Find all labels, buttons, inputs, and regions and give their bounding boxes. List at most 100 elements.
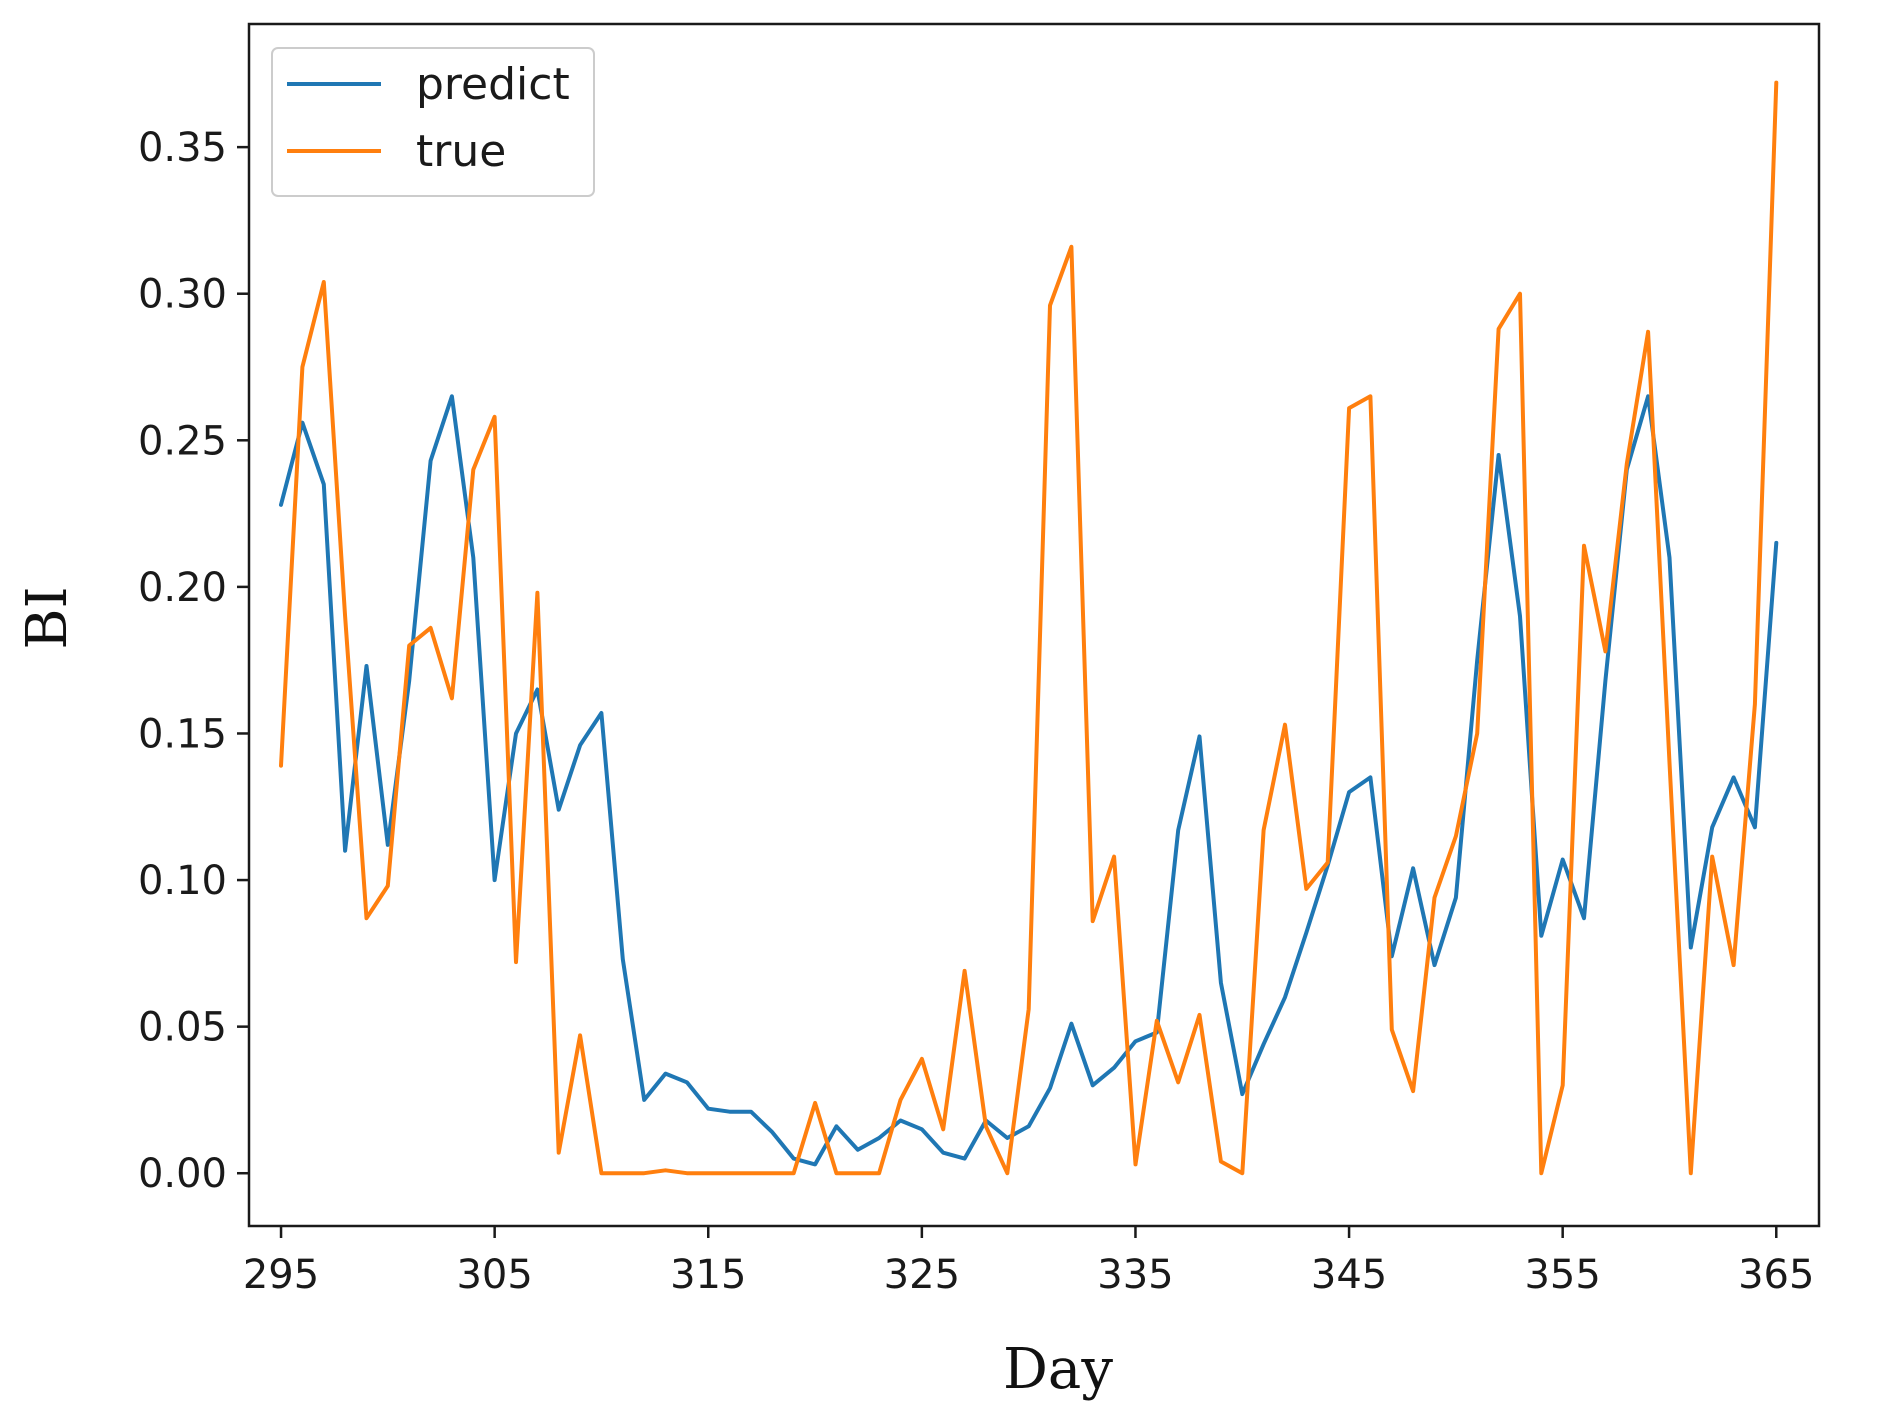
y-tick-label: 0.10 — [138, 858, 227, 904]
y-tick-label: 0.25 — [138, 418, 227, 464]
data-point-true — [1454, 834, 1458, 838]
data-point-predict — [1368, 775, 1372, 779]
data-point-true — [1155, 1019, 1159, 1023]
data-point-true — [1283, 723, 1287, 727]
data-point-predict — [322, 482, 326, 486]
data-point-predict — [386, 843, 390, 847]
data-point-true — [813, 1101, 817, 1105]
data-point-predict — [1112, 1066, 1116, 1070]
data-point-predict — [1198, 734, 1202, 738]
data-point-true — [386, 884, 390, 888]
data-point-predict — [792, 1157, 796, 1161]
data-point-true — [984, 1124, 988, 1128]
data-point-true — [429, 626, 433, 630]
data-point-predict — [1091, 1083, 1095, 1087]
data-point-true — [279, 764, 283, 768]
data-point-true — [365, 916, 369, 920]
data-point-true — [685, 1171, 689, 1175]
data-point-predict — [1689, 946, 1693, 950]
data-point-predict — [1539, 934, 1543, 938]
data-point-true — [621, 1171, 625, 1175]
data-point-predict — [770, 1130, 774, 1134]
data-point-predict — [1411, 866, 1415, 870]
data-point-true — [1347, 406, 1351, 410]
legend-label-predict: predict — [416, 59, 570, 110]
data-point-predict — [1603, 679, 1607, 683]
data-point-predict — [1433, 963, 1437, 967]
x-tick-label: 345 — [1311, 1252, 1387, 1298]
data-point-true — [834, 1171, 838, 1175]
series-line-true — [279, 80, 1779, 1176]
data-point-true — [1112, 855, 1116, 859]
x-axis-title: Day — [1003, 1337, 1113, 1402]
data-point-true — [1668, 761, 1672, 765]
data-point-true — [963, 969, 967, 973]
data-point-true — [856, 1171, 860, 1175]
data-point-predict — [834, 1124, 838, 1128]
data-point-true — [343, 614, 347, 618]
legend: predict true — [271, 47, 595, 197]
y-axis-title: BI — [15, 586, 80, 649]
data-point-true — [471, 468, 475, 472]
data-point-predict — [899, 1119, 903, 1123]
data-point-predict — [1219, 981, 1223, 985]
data-point-predict — [1048, 1086, 1052, 1090]
data-point-true — [1689, 1171, 1693, 1175]
data-point-true — [1753, 702, 1757, 706]
x-tick-label: 335 — [1097, 1252, 1173, 1298]
data-point-true — [300, 365, 304, 369]
data-point-predict — [279, 503, 283, 507]
y-tick-label: 0.35 — [138, 125, 227, 171]
data-point-predict — [813, 1162, 817, 1166]
data-point-predict — [1732, 775, 1736, 779]
data-point-true — [792, 1171, 796, 1175]
data-point-predict — [1240, 1092, 1244, 1096]
data-point-true — [770, 1171, 774, 1175]
data-point-predict — [963, 1157, 967, 1161]
data-point-true — [1176, 1080, 1180, 1084]
data-point-predict — [749, 1110, 753, 1114]
data-point-predict — [728, 1110, 732, 1114]
data-point-true — [1027, 1007, 1031, 1011]
data-point-true — [1198, 1013, 1202, 1017]
data-point-true — [642, 1171, 646, 1175]
data-point-predict — [1668, 556, 1672, 560]
data-point-true — [899, 1098, 903, 1102]
data-point-true — [1240, 1171, 1244, 1175]
data-point-predict — [621, 957, 625, 961]
data-point-predict — [450, 394, 454, 398]
data-point-predict — [706, 1107, 710, 1111]
data-point-true — [1518, 292, 1522, 296]
data-point-true — [1091, 919, 1095, 923]
x-tick-label: 315 — [670, 1252, 746, 1298]
data-point-true — [1134, 1162, 1138, 1166]
data-point-true — [728, 1171, 732, 1175]
data-point-predict — [941, 1151, 945, 1155]
data-point-predict — [1283, 995, 1287, 999]
data-point-predict — [514, 732, 518, 736]
data-point-predict — [1347, 790, 1351, 794]
y-tick-label: 0.00 — [138, 1151, 227, 1197]
data-point-predict — [1774, 541, 1778, 545]
data-point-true — [1497, 327, 1501, 331]
data-point-true — [1710, 855, 1714, 859]
x-axis: 295 305 315 325 335 345 355 365 — [243, 1226, 1814, 1298]
data-point-true — [1625, 462, 1629, 466]
data-point-predict — [429, 459, 433, 463]
x-tick-label: 325 — [884, 1252, 960, 1298]
data-point-true — [1219, 1160, 1223, 1164]
data-point-true — [1304, 887, 1308, 891]
data-point-predict — [664, 1072, 668, 1076]
data-point-predict — [471, 556, 475, 560]
y-tick-label: 0.20 — [138, 565, 227, 611]
data-point-true — [535, 591, 539, 595]
data-point-predict — [1005, 1136, 1009, 1140]
data-point-predict — [493, 878, 497, 882]
data-point-predict — [1497, 453, 1501, 457]
data-point-predict — [1262, 1042, 1266, 1046]
data-point-true — [322, 280, 326, 284]
data-point-predict — [1753, 825, 1757, 829]
data-point-true — [1005, 1171, 1009, 1175]
